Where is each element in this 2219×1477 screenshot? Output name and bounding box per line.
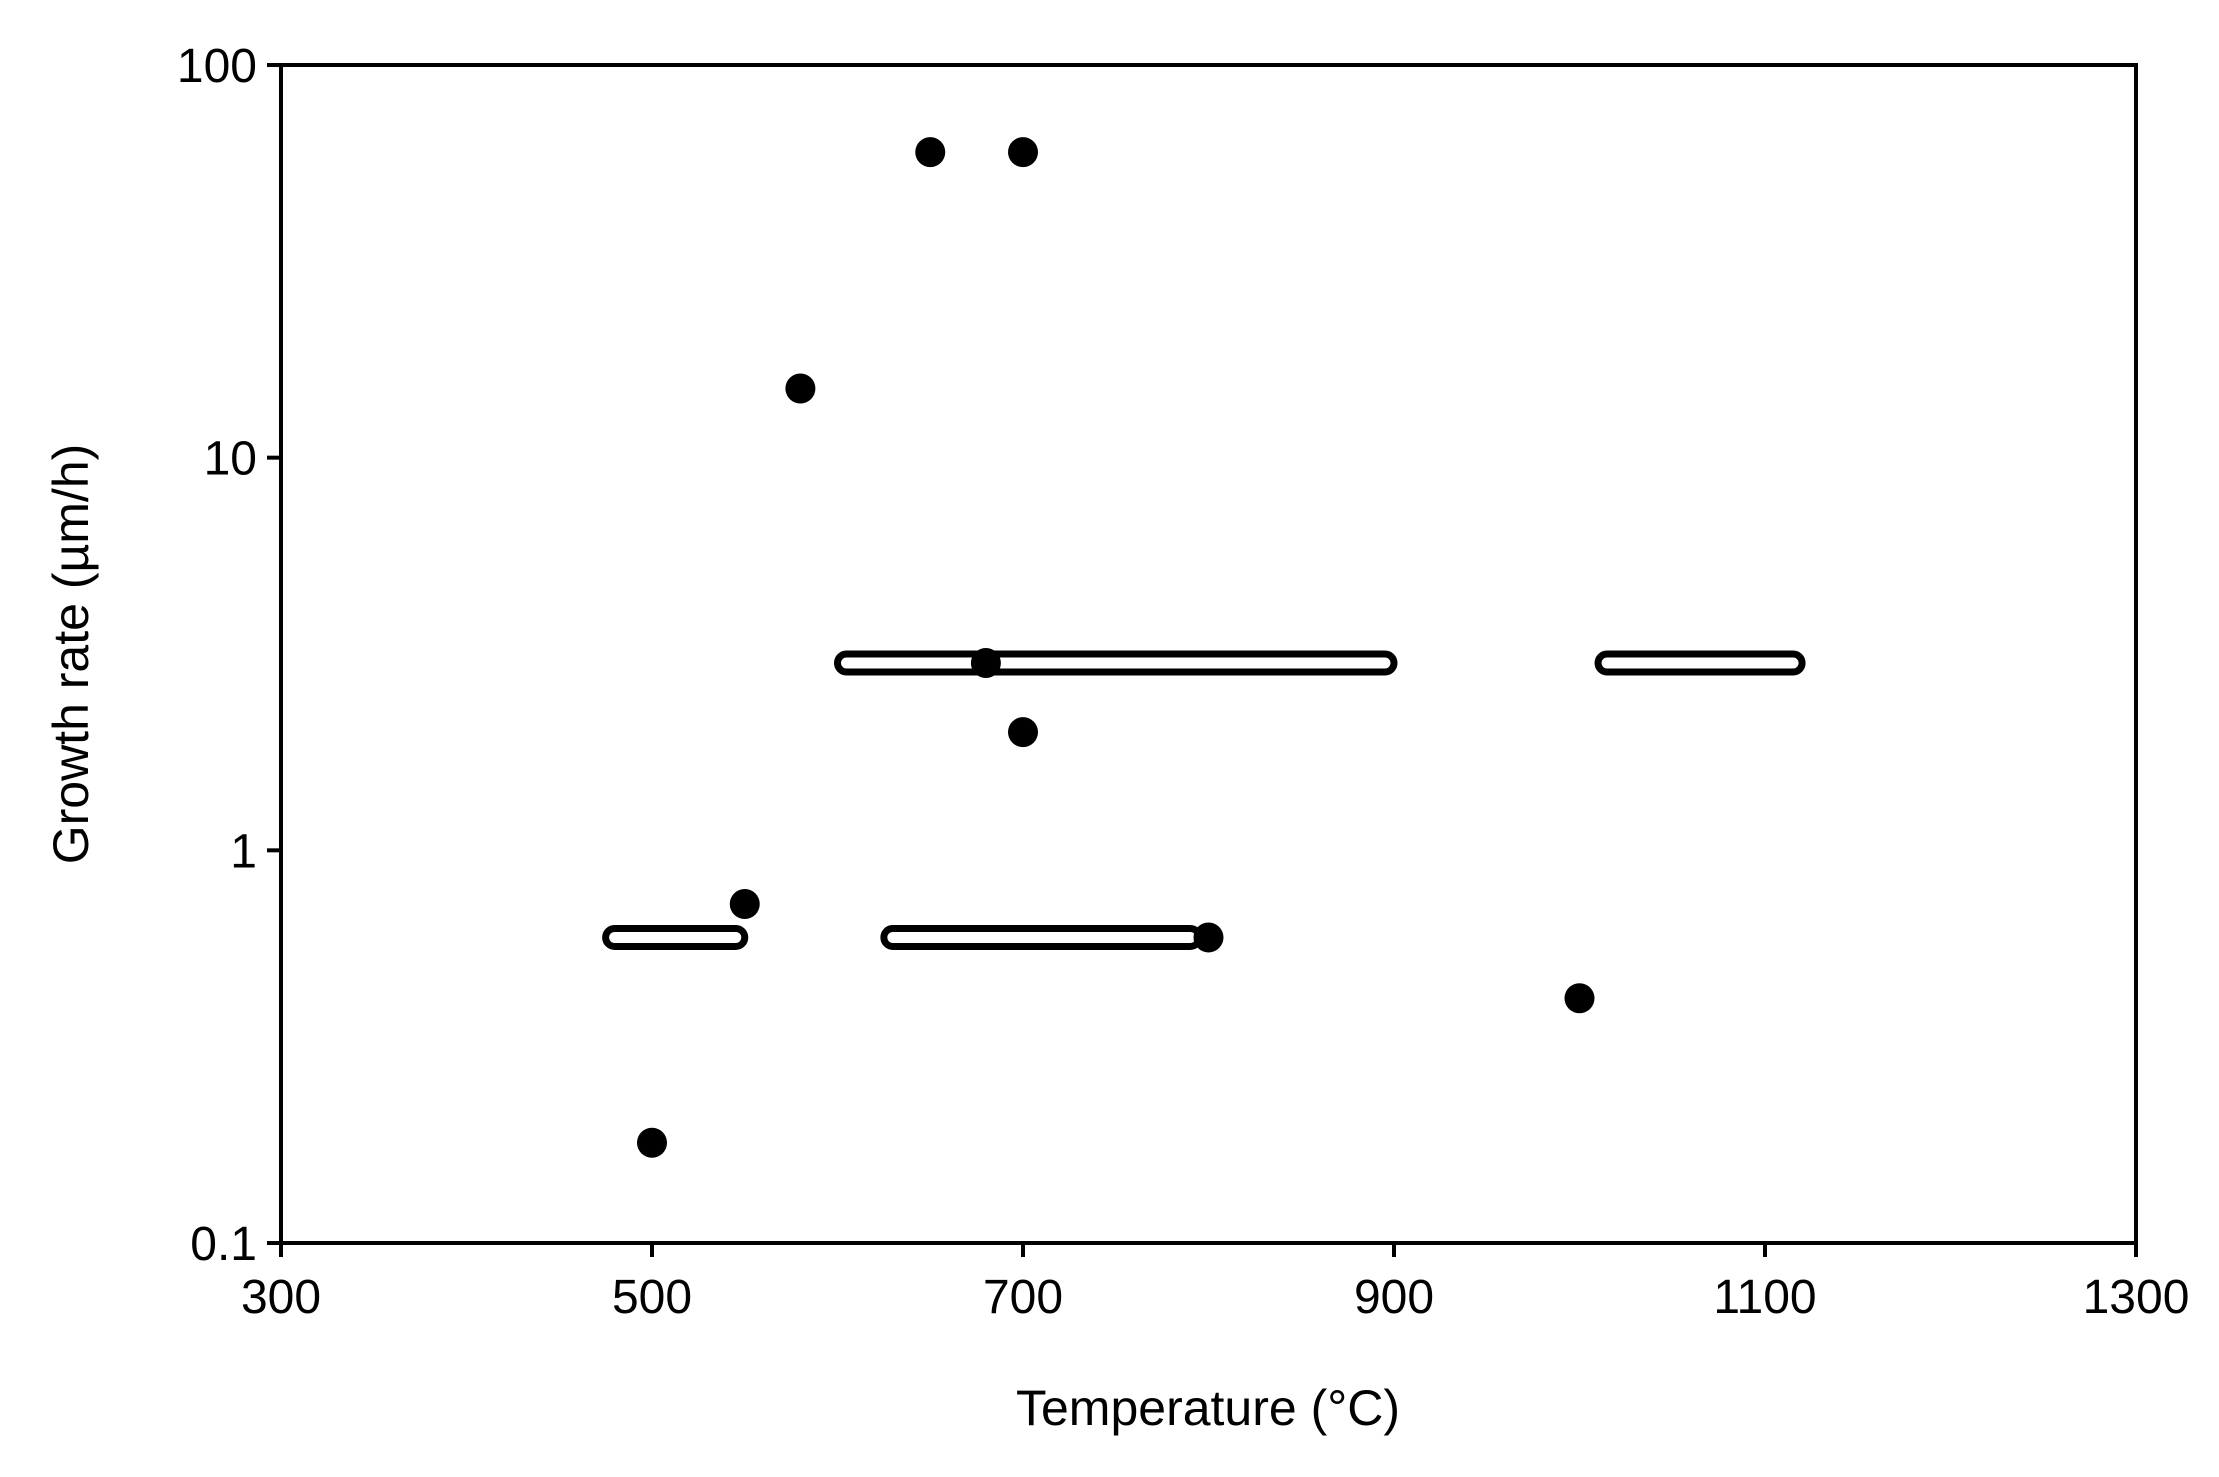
x-tick-label: 700: [983, 1271, 1063, 1324]
range-bar: [834, 650, 1398, 676]
x-tick-label: 300: [241, 1271, 321, 1324]
x-tick-label: 1100: [1713, 1271, 1816, 1324]
x-axis-title: Temperature (°C): [1016, 1380, 1400, 1436]
range-bar: [1594, 650, 1806, 676]
y-axis-ticks: 0.1 1 10 100: [177, 40, 281, 1271]
data-point: [1193, 922, 1224, 953]
data-point: [637, 1127, 667, 1158]
y-axis-title: Growth rate (µm/h): [43, 444, 99, 865]
y-tick-label: 10: [204, 433, 257, 486]
data-point: [729, 889, 760, 920]
data-point: [1564, 983, 1595, 1014]
range-bar: [880, 924, 1203, 950]
plot-area-frame: [279, 63, 2138, 1245]
data-point: [970, 647, 1001, 678]
data-points: [637, 137, 1595, 1158]
y-tick-label: 0.1: [190, 1218, 257, 1271]
y-tick-label: 1: [230, 825, 257, 878]
x-axis-ticks: 300 500 700 900 1100 1300: [241, 1243, 2189, 1324]
x-tick-label: 900: [1354, 1271, 1434, 1324]
range-bar: [602, 924, 749, 950]
data-point: [1008, 137, 1038, 168]
data-point: [785, 373, 816, 404]
data-point: [915, 137, 946, 168]
y-tick-label: 100: [177, 40, 257, 93]
range-bars: [602, 650, 1806, 950]
x-tick-label: 1300: [2083, 1271, 2190, 1324]
x-tick-label: 500: [612, 1271, 692, 1324]
data-point: [1008, 717, 1038, 748]
